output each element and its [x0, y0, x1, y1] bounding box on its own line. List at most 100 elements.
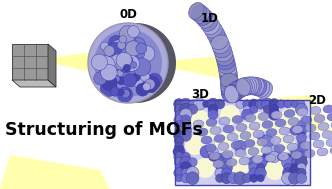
- Ellipse shape: [221, 83, 239, 97]
- Ellipse shape: [191, 5, 207, 21]
- Ellipse shape: [253, 130, 264, 138]
- Circle shape: [114, 76, 120, 82]
- Ellipse shape: [223, 125, 234, 133]
- Circle shape: [280, 108, 300, 128]
- Ellipse shape: [261, 146, 272, 154]
- Ellipse shape: [249, 122, 260, 130]
- Ellipse shape: [257, 81, 273, 98]
- Circle shape: [186, 172, 199, 184]
- Circle shape: [181, 168, 190, 177]
- Ellipse shape: [258, 112, 269, 121]
- Circle shape: [111, 40, 126, 55]
- Circle shape: [296, 125, 307, 136]
- Circle shape: [180, 156, 192, 168]
- Ellipse shape: [230, 81, 246, 98]
- Ellipse shape: [232, 115, 243, 124]
- Circle shape: [119, 36, 126, 43]
- Circle shape: [121, 89, 130, 98]
- Circle shape: [263, 105, 272, 113]
- Circle shape: [117, 41, 125, 49]
- Ellipse shape: [300, 142, 311, 149]
- Ellipse shape: [239, 157, 250, 165]
- Circle shape: [221, 173, 232, 184]
- Polygon shape: [12, 80, 56, 87]
- Ellipse shape: [244, 139, 255, 147]
- Circle shape: [111, 58, 117, 64]
- Ellipse shape: [221, 79, 239, 93]
- Ellipse shape: [274, 144, 285, 153]
- Circle shape: [118, 89, 124, 96]
- Ellipse shape: [270, 136, 281, 145]
- Circle shape: [220, 105, 240, 125]
- Circle shape: [113, 43, 129, 58]
- Circle shape: [174, 152, 184, 162]
- Circle shape: [269, 109, 280, 120]
- Circle shape: [222, 158, 231, 167]
- Ellipse shape: [296, 133, 307, 142]
- Circle shape: [215, 132, 235, 152]
- Circle shape: [124, 61, 135, 73]
- Circle shape: [175, 164, 183, 171]
- Circle shape: [289, 172, 300, 184]
- Circle shape: [174, 157, 184, 167]
- Circle shape: [236, 100, 245, 108]
- Circle shape: [295, 156, 307, 168]
- Circle shape: [121, 58, 133, 70]
- Ellipse shape: [284, 109, 295, 118]
- Ellipse shape: [221, 85, 239, 99]
- Circle shape: [189, 100, 197, 108]
- Ellipse shape: [221, 81, 239, 95]
- Circle shape: [175, 111, 183, 119]
- Circle shape: [234, 172, 247, 185]
- Ellipse shape: [271, 111, 282, 119]
- Circle shape: [278, 153, 285, 161]
- Circle shape: [144, 79, 155, 90]
- Circle shape: [256, 163, 265, 172]
- Circle shape: [147, 73, 162, 88]
- Circle shape: [215, 168, 225, 178]
- Circle shape: [297, 132, 306, 140]
- Circle shape: [117, 87, 132, 102]
- Ellipse shape: [257, 138, 268, 146]
- Circle shape: [181, 152, 191, 162]
- Circle shape: [234, 140, 246, 153]
- Circle shape: [117, 45, 133, 61]
- Ellipse shape: [252, 156, 263, 163]
- Circle shape: [130, 62, 137, 68]
- Circle shape: [297, 137, 305, 145]
- Circle shape: [200, 146, 212, 158]
- Circle shape: [123, 68, 139, 84]
- Ellipse shape: [247, 77, 262, 95]
- Ellipse shape: [305, 124, 316, 132]
- Ellipse shape: [240, 77, 254, 95]
- Circle shape: [125, 54, 138, 67]
- Ellipse shape: [291, 151, 302, 159]
- Circle shape: [255, 167, 266, 179]
- Circle shape: [228, 173, 239, 184]
- Circle shape: [136, 50, 144, 59]
- Circle shape: [291, 100, 298, 108]
- Circle shape: [180, 125, 192, 136]
- Ellipse shape: [219, 117, 230, 125]
- Text: 1D: 1D: [201, 12, 219, 25]
- Circle shape: [115, 60, 124, 69]
- Ellipse shape: [207, 27, 224, 42]
- Circle shape: [181, 115, 191, 125]
- Circle shape: [175, 142, 183, 151]
- Ellipse shape: [278, 153, 289, 160]
- Circle shape: [282, 156, 294, 169]
- Circle shape: [208, 104, 218, 114]
- Circle shape: [262, 152, 273, 162]
- Circle shape: [106, 64, 114, 72]
- Circle shape: [173, 146, 185, 158]
- Ellipse shape: [218, 143, 229, 150]
- Ellipse shape: [301, 116, 312, 124]
- Circle shape: [174, 104, 184, 114]
- Ellipse shape: [279, 127, 290, 135]
- Ellipse shape: [250, 78, 264, 95]
- Circle shape: [175, 174, 183, 182]
- Circle shape: [136, 43, 147, 54]
- Circle shape: [257, 175, 264, 182]
- Circle shape: [230, 155, 250, 175]
- Ellipse shape: [194, 7, 210, 23]
